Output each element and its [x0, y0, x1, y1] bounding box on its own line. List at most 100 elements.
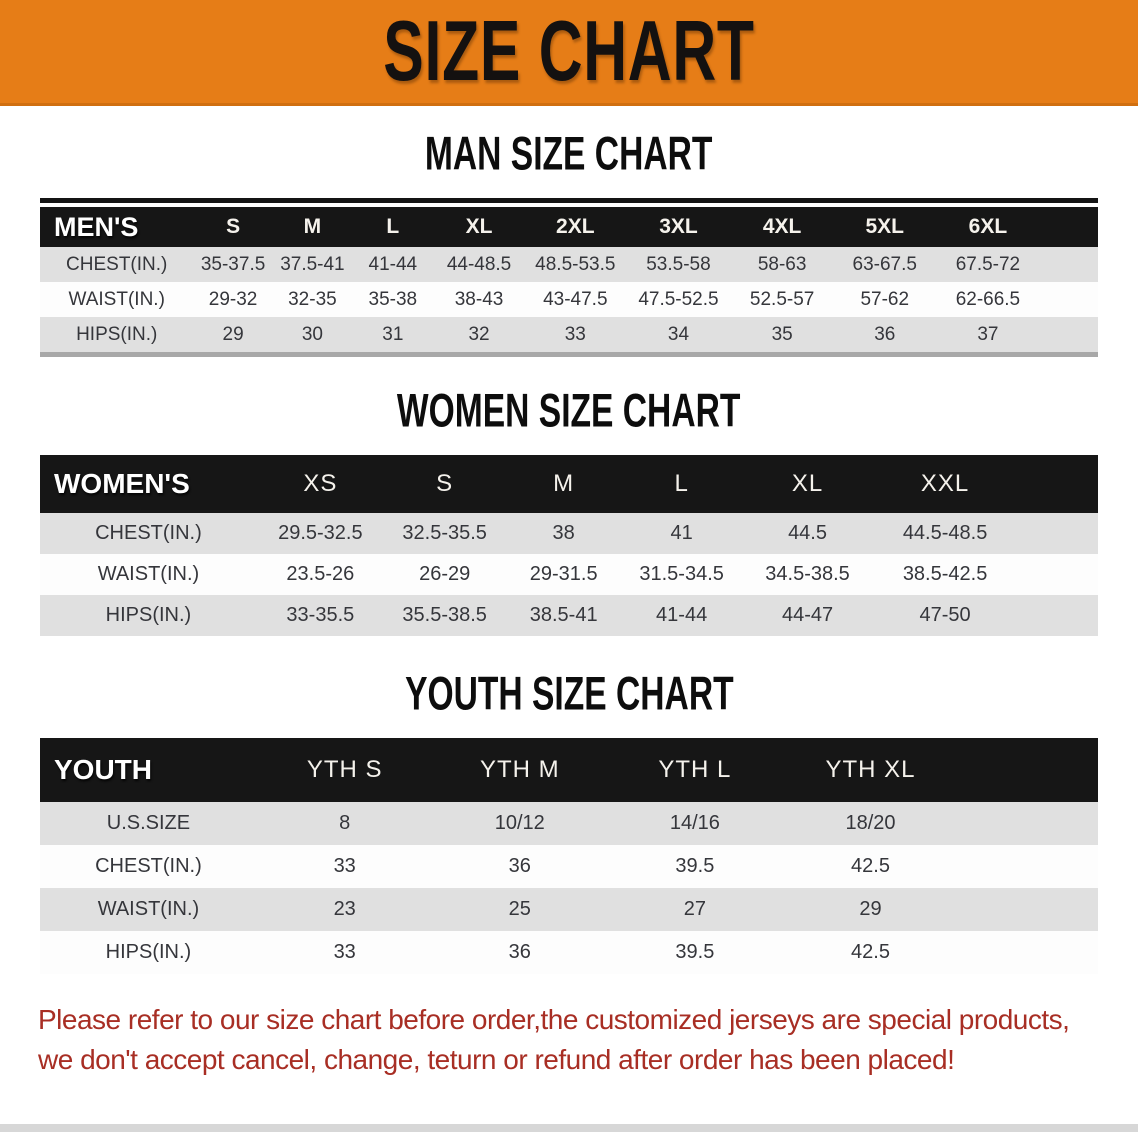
table-cell: 36 [508, 941, 531, 963]
women-col-m: M [553, 470, 575, 497]
table-cell-filler [1016, 554, 1098, 595]
table-cell: 29 [859, 898, 882, 920]
row-label-waist: WAIST(IN.) [68, 288, 165, 310]
table-cell: 38 [552, 522, 575, 544]
youth-col-xl: YTH XL [825, 756, 916, 783]
youth-header-filler [958, 738, 1098, 802]
men-col-6xl: 6XL [968, 215, 1008, 238]
table-cell: 37.5-41 [280, 253, 345, 275]
youth-col-m: YTH M [479, 756, 560, 783]
youth-waist-row: WAIST(IN.) 23 25 27 29 [40, 888, 1098, 931]
disclaimer-line-1: Please refer to our size chart before or… [38, 1004, 1070, 1035]
table-cell: 41-44 [656, 604, 708, 626]
youth-size-table: YOUTH YTH S YTH M YTH L YTH XL U.S.SIZE … [40, 738, 1098, 974]
men-corner-label: MEN'S [54, 211, 139, 242]
youth-section-title-text: YOUTH SIZE CHART [404, 667, 734, 720]
table-cell: 39.5 [675, 855, 715, 877]
row-label-waist: WAIST(IN.) [97, 898, 200, 920]
table-cell: 32.5-35.5 [402, 522, 487, 544]
youth-table: YOUTH YTH S YTH M YTH L YTH XL U.S.SIZE … [40, 738, 1098, 974]
table-cell: 38-43 [454, 288, 504, 310]
table-cell: 34.5-38.5 [765, 563, 850, 585]
table-cell: 23 [333, 898, 356, 920]
table-cell: 37 [977, 323, 999, 345]
men-col-4xl: 4XL [762, 215, 802, 238]
women-col-xs: XS [303, 470, 338, 497]
table-cell: 29.5-32.5 [278, 522, 363, 544]
table-cell: 47.5-52.5 [638, 288, 719, 310]
table-cell: 52.5-57 [749, 288, 815, 310]
men-col-2xl: 2XL [556, 215, 595, 238]
table-cell-filler [1016, 595, 1098, 636]
row-label-chest: CHEST(IN.) [66, 253, 168, 275]
row-label-waist: WAIST(IN.) [97, 563, 200, 585]
table-cell: 14/16 [669, 812, 720, 834]
row-label-hips: HIPS(IN.) [76, 323, 158, 345]
youth-header-row: YOUTH YTH S YTH M YTH L YTH XL [40, 738, 1098, 802]
table-cell: 47-50 [919, 604, 971, 626]
women-table: WOMEN'S XS S M L XL XXL CHEST(IN.) 29.5-… [40, 455, 1098, 636]
men-header-row: MEN'S S M L XL 2XL 3XL 4XL 5XL 6XL [40, 207, 1098, 247]
table-cell: 8 [339, 812, 351, 834]
youth-section-title: YOUTH SIZE CHART [0, 667, 1138, 720]
title-banner: SIZE CHART [0, 0, 1138, 106]
table-cell: 53.5-58 [646, 253, 711, 275]
youth-col-l: YTH L [658, 756, 732, 783]
table-cell: 44-47 [781, 604, 834, 626]
table-cell-filler [958, 802, 1098, 845]
men-header-filler [1040, 207, 1098, 247]
men-table: MEN'S S M L XL 2XL 3XL 4XL 5XL 6XL CHEST… [40, 207, 1098, 352]
table-cell: 18/20 [845, 812, 896, 834]
table-cell-filler [1040, 317, 1098, 352]
disclaimer-note: Please refer to our size chart before or… [38, 1000, 1100, 1080]
men-table-bottom-rule [40, 352, 1098, 357]
table-cell: 25 [508, 898, 531, 920]
table-cell: 33 [333, 855, 356, 877]
table-cell: 44.5-48.5 [902, 522, 988, 544]
table-cell: 31 [382, 323, 404, 345]
table-cell: 35-37.5 [200, 253, 266, 275]
women-header-filler [1016, 455, 1098, 513]
men-table-top-rule [40, 198, 1098, 203]
table-cell-filler [958, 931, 1098, 974]
men-section-title-text: MAN SIZE CHART [425, 127, 713, 180]
men-section-title: MAN SIZE CHART [0, 127, 1138, 180]
table-cell: 35.5-38.5 [402, 604, 487, 626]
table-cell: 33-35.5 [286, 604, 355, 626]
bottom-gray-bar [0, 1124, 1138, 1132]
women-section-title: WOMEN SIZE CHART [0, 384, 1138, 437]
table-cell: 44.5 [788, 522, 827, 544]
table-cell: 29 [222, 323, 244, 345]
women-hips-row: HIPS(IN.) 33-35.5 35.5-38.5 38.5-41 41-4… [40, 595, 1098, 636]
table-cell: 35 [771, 323, 793, 345]
table-cell-filler [958, 888, 1098, 931]
men-col-xl: XL [465, 215, 493, 238]
men-hips-row: HIPS(IN.) 29 30 31 32 33 34 35 36 37 [40, 317, 1098, 352]
table-cell: 67.5-72 [955, 253, 1021, 275]
disclaimer-line-2: we don't accept cancel, change, teturn o… [38, 1043, 955, 1075]
table-cell: 10/12 [494, 812, 545, 834]
table-cell: 36 [508, 855, 531, 877]
table-cell: 36 [874, 323, 896, 345]
table-cell: 58-63 [757, 253, 807, 275]
table-cell: 57-62 [860, 288, 910, 310]
table-cell: 34 [667, 323, 690, 345]
table-cell-filler [958, 845, 1098, 888]
table-cell: 29-32 [208, 288, 258, 310]
youth-chest-row: CHEST(IN.) 33 36 39.5 42.5 [40, 845, 1098, 888]
row-label-hips: HIPS(IN.) [105, 941, 192, 963]
men-col-5xl: 5XL [865, 215, 905, 238]
table-cell: 23.5-26 [286, 563, 355, 585]
table-cell: 38.5-42.5 [902, 563, 988, 585]
table-cell: 27 [683, 898, 706, 920]
men-waist-row: WAIST(IN.) 29-32 32-35 35-38 38-43 43-47… [40, 282, 1098, 317]
women-size-table: WOMEN'S XS S M L XL XXL CHEST(IN.) 29.5-… [40, 455, 1098, 636]
table-cell: 32 [468, 323, 490, 345]
women-col-l: L [674, 470, 689, 497]
table-cell-filler [1040, 247, 1098, 282]
men-col-s: S [226, 215, 241, 238]
youth-hips-row: HIPS(IN.) 33 36 39.5 42.5 [40, 931, 1098, 974]
table-cell: 33 [564, 323, 586, 345]
men-col-l: L [386, 215, 400, 238]
men-col-3xl: 3XL [659, 215, 698, 238]
